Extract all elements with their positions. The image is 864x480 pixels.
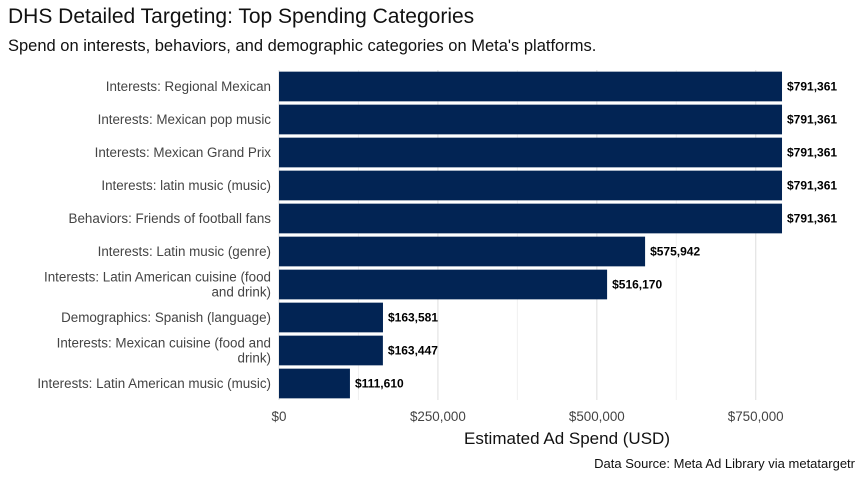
category-label: Interests: Latin American cuisine (food [44,270,271,285]
category-label: Interests: Latin music (genre) [98,244,271,259]
chart-subtitle: Spend on interests, behaviors, and demog… [8,37,597,55]
bar-value-label: $791,361 [787,80,837,94]
bar [279,269,608,300]
category-label: and drink) [211,285,271,300]
bars [279,71,783,399]
x-tick-label: $500,000 [569,409,625,424]
x-tick-label: $0 [272,409,287,424]
bar-value-label: $791,361 [787,212,837,226]
x-tick-labels: $0 $250,000 $500,000 $750,000 [272,409,784,424]
bar-value-label: $111,610 [355,377,404,391]
bar [279,203,783,234]
bar-value-label: $516,170 [612,278,662,292]
category-labels: Interests: Regional Mexican Interests: Me… [37,79,271,391]
bar [279,302,383,333]
bar-value-label: $791,361 [787,113,837,127]
category-label: Interests: Mexican cuisine (food and [57,336,271,351]
category-label: drink) [238,351,271,366]
bar-value-label: $791,361 [787,179,837,193]
bar [279,71,783,102]
bar [279,236,646,267]
bar [279,104,783,135]
x-tick-label: $750,000 [728,409,784,424]
category-label: Interests: Mexican Grand Prix [95,145,272,160]
category-label: Interests: Mexican pop music [98,112,272,127]
bar [279,170,783,201]
chart-title: DHS Detailed Targeting: Top Spending Cat… [8,5,475,28]
category-label: Interests: Regional Mexican [106,79,271,94]
x-axis-title: Estimated Ad Spend (USD) [464,429,670,448]
bar-value-label: $163,447 [388,344,438,358]
x-tick-label: $250,000 [410,409,466,424]
category-label: Interests: latin music (music) [101,178,271,193]
value-labels: $791,361 $791,361 $791,361 $791,361 $791,361… [355,80,837,391]
category-label: Behaviors: Friends of football fans [69,211,272,226]
bar [279,137,783,168]
bar-value-label: $791,361 [787,146,837,160]
data-source-caption: Data Source: Meta Ad Library via metatar… [594,456,855,471]
category-label: Demographics: Spanish (language) [61,310,271,325]
bar-value-label: $163,581 [388,311,438,325]
bar [279,368,350,399]
bar-value-label: $575,942 [650,245,700,259]
bar [279,335,383,366]
category-label: Interests: Latin American music (music) [37,376,271,391]
